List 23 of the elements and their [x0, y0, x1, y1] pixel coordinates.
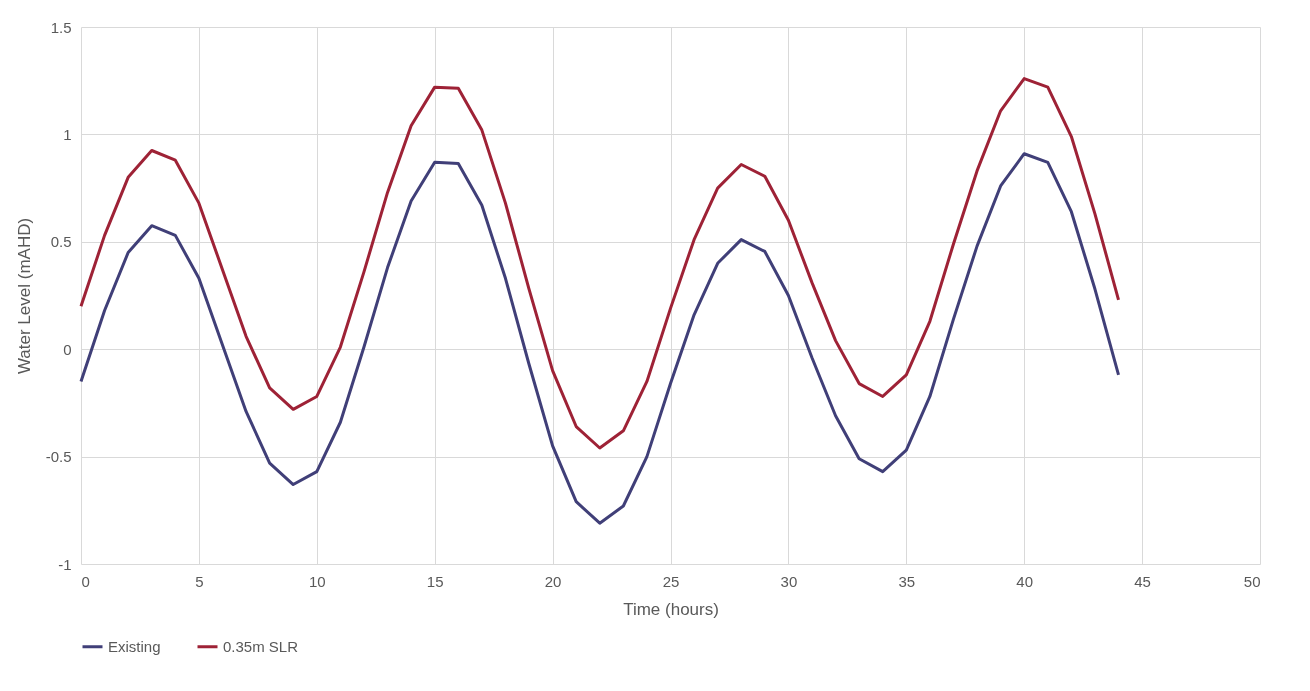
x-tick-label: 5: [195, 572, 204, 590]
x-tick-label: 0: [81, 572, 90, 590]
y-tick-label: -0.5: [45, 448, 72, 466]
x-axis-title: Time (hours): [623, 599, 719, 619]
y-tick-label: 0.5: [50, 233, 72, 251]
x-tick-label: 30: [780, 572, 798, 590]
x-tick-label: 20: [544, 572, 562, 590]
x-tick-label: 45: [1134, 572, 1151, 590]
x-tick-label: 50: [1243, 572, 1261, 590]
x-tick-label: 40: [1016, 572, 1034, 590]
x-tick-label: 10: [308, 572, 326, 590]
y-tick-label: 1.5: [50, 18, 72, 36]
legend-label: 0.35m SLR: [223, 637, 299, 655]
x-tick-label: 35: [898, 572, 916, 590]
line-series: [79, 152, 1121, 525]
legend-label: Existing: [108, 637, 161, 655]
x-tick-label: 25: [662, 572, 680, 590]
y-tick-label: 0: [63, 340, 72, 358]
y-axis-title: Water Level (mAHD): [14, 217, 34, 375]
x-tick-label: 15: [426, 572, 444, 590]
y-tick-label: -1: [58, 555, 72, 573]
y-tick-label: 1: [63, 125, 72, 143]
line-series: [79, 77, 1121, 450]
